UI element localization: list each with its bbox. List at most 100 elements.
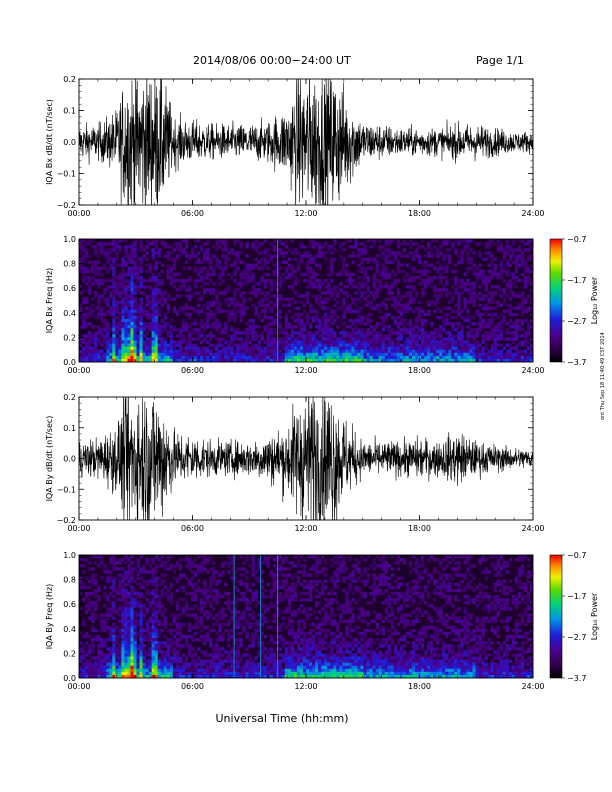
spectrogram-cell [109, 634, 113, 639]
spectrogram-cell [194, 570, 198, 574]
spectrogram-cell [424, 254, 428, 258]
spectrogram-cell [263, 297, 267, 301]
spectrogram-cell [130, 288, 134, 292]
spectrogram-cell [424, 331, 428, 335]
spectrogram-cell [348, 331, 352, 335]
spectrogram-cell [369, 325, 373, 329]
spectrogram-cell [142, 564, 146, 568]
spectrogram-cell [239, 315, 243, 320]
spectrogram-cell [369, 257, 373, 261]
spectrogram-cell [169, 282, 174, 286]
spectrogram-cell [363, 349, 367, 354]
spectrogram-cell [239, 331, 243, 335]
spectrogram-cell [318, 346, 322, 351]
spectrogram-cell [88, 346, 92, 351]
spectrogram-cell [85, 671, 89, 676]
spectrogram-cell [342, 248, 346, 252]
spectrogram-cell [178, 294, 183, 298]
spectrogram-cell [424, 291, 428, 295]
spectrogram-cell [190, 594, 195, 599]
spectrogram-cell [133, 358, 137, 363]
spectrogram-cell [354, 239, 358, 243]
spectrogram-cell [230, 251, 234, 255]
spectrogram-cell [281, 272, 286, 277]
spectrogram-cell [151, 266, 155, 271]
spectrogram-cell [97, 242, 101, 246]
spectrogram-cell [160, 613, 165, 617]
spectrogram-cell [445, 266, 449, 271]
spectrogram-cell [124, 303, 128, 307]
spectrogram-cell [178, 245, 183, 249]
spectrogram-cell [88, 331, 92, 335]
spectrogram-cell [194, 266, 198, 271]
spectrogram-cell [103, 346, 107, 351]
spectrogram-cell [100, 242, 104, 246]
spectrogram-cell [502, 251, 507, 255]
spectrogram-cell [399, 315, 404, 320]
spectrogram-cell [454, 328, 458, 332]
spectrogram-cell [324, 315, 328, 320]
spectrogram-cell [100, 248, 104, 252]
spectrogram-cell [85, 607, 89, 611]
spectrogram-cell [127, 269, 131, 274]
spectrogram-cell [97, 352, 101, 357]
spectrogram-cell [203, 275, 207, 280]
spectrogram-cell [327, 328, 331, 332]
spectrogram-cell [200, 555, 204, 559]
spectrogram-cell [351, 334, 355, 338]
spectrogram-cell [112, 607, 116, 611]
spectrogram-cell [378, 343, 382, 347]
spectrogram-cell [514, 334, 519, 338]
spectrogram-cell [190, 294, 195, 298]
spectrogram-cell [514, 260, 519, 264]
spectrogram-cell [481, 294, 485, 298]
spectrogram-cell [97, 300, 101, 304]
spectrogram-cell [121, 297, 125, 301]
spectrogram-cell [124, 613, 128, 617]
spectrogram-cell [172, 647, 177, 651]
spectrogram-cell [91, 269, 95, 274]
spectrogram-cell [124, 272, 128, 277]
spectrogram-cell [378, 337, 382, 341]
spectrogram-cell [200, 294, 204, 298]
spectrogram-cell [115, 282, 119, 286]
spectrogram-cell [163, 325, 168, 329]
spectrogram-cell [130, 555, 134, 559]
spectrogram-cell [194, 616, 198, 620]
spectrogram-cell [254, 352, 258, 357]
spectrogram-cell [260, 300, 264, 304]
spectrogram-cell [94, 591, 98, 596]
spectrogram-cell [417, 312, 422, 317]
spectrogram-cell [257, 355, 261, 360]
spectrogram-cell [278, 309, 283, 314]
spectrogram-cell [421, 343, 425, 347]
spectrogram-cell [366, 349, 370, 354]
spectrogram-cell [421, 263, 425, 267]
spectrogram-cell [209, 257, 213, 261]
spectrogram-cell [278, 349, 283, 354]
spectrogram-cell [281, 242, 286, 246]
spectrogram-cell [478, 322, 482, 326]
spectrogram-cell [402, 355, 407, 360]
spectrogram-cell [91, 647, 95, 651]
spectrogram-cell [312, 309, 316, 314]
spectrogram-cell [100, 352, 104, 357]
spectrogram-cell [145, 561, 149, 565]
spectrogram-cell [100, 331, 104, 335]
spectrogram-cell [357, 346, 361, 351]
spectrogram-cell [157, 622, 162, 627]
spectrogram-cell [439, 325, 443, 329]
spectrogram-cell [157, 291, 162, 295]
spectrogram-cell [469, 358, 473, 363]
spectrogram-cell [151, 272, 155, 277]
spectrogram-cell [390, 294, 395, 298]
spectrogram-cell [348, 309, 352, 314]
spectrogram-cell [511, 275, 516, 280]
spectrogram-cell [490, 328, 494, 332]
spectrogram-cell [520, 300, 525, 304]
spectrogram-cell [336, 315, 340, 320]
spectrogram-cell [106, 653, 110, 657]
spectrogram-cell [378, 346, 382, 351]
spectrogram-cell [520, 312, 525, 317]
spectrogram-cell [124, 260, 128, 264]
